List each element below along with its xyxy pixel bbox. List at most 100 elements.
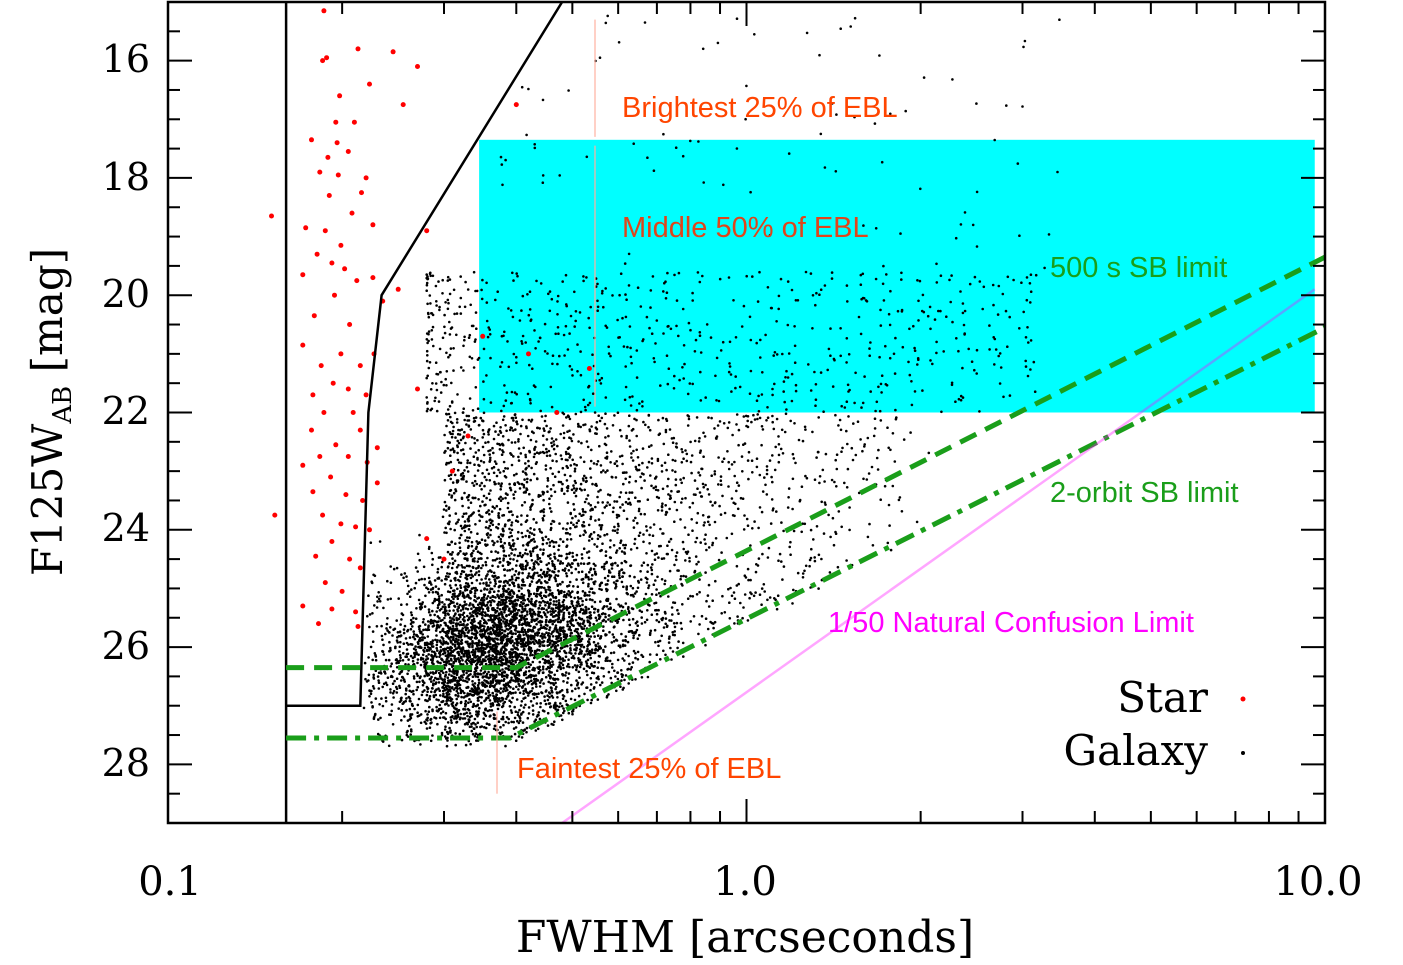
galaxy-point [498, 608, 502, 611]
galaxy-point [586, 647, 589, 651]
galaxy-point [597, 518, 601, 521]
galaxy-point [713, 472, 717, 476]
galaxy-point [533, 452, 537, 456]
galaxy-point [473, 717, 477, 721]
galaxy-point [761, 428, 765, 431]
galaxy-point [544, 604, 547, 607]
galaxy-point [497, 468, 500, 472]
galaxy-point [529, 575, 532, 579]
galaxy-point [465, 603, 468, 606]
galaxy-point [386, 579, 389, 583]
galaxy-point [445, 531, 448, 535]
galaxy-point [468, 461, 472, 465]
galaxy-point [392, 670, 395, 673]
galaxy-point [487, 676, 491, 680]
galaxy-point [466, 614, 469, 618]
galaxy-point [489, 615, 493, 619]
middle-ebl-band [479, 139, 1315, 413]
galaxy-point [688, 556, 691, 560]
galaxy-point [531, 713, 535, 716]
galaxy-point [482, 453, 486, 457]
galaxy-point [451, 589, 455, 593]
galaxy-point [427, 591, 431, 594]
galaxy-point [560, 554, 563, 558]
galaxy-point [713, 620, 717, 624]
galaxy-point [521, 686, 524, 689]
galaxy-point [449, 579, 453, 583]
galaxy-point [569, 474, 572, 478]
galaxy-point [466, 461, 469, 465]
galaxy-point [515, 640, 519, 644]
galaxy-point [649, 526, 652, 529]
galaxy-point [433, 579, 437, 582]
galaxy-point [423, 650, 426, 653]
galaxy-point [573, 467, 577, 471]
galaxy-point [682, 574, 685, 578]
galaxy-point [470, 607, 473, 610]
galaxy-point [446, 649, 450, 653]
galaxy-point [775, 510, 778, 513]
galaxy-point [400, 670, 403, 674]
galaxy-point [461, 607, 465, 611]
galaxy-point [497, 589, 500, 593]
galaxy-point [415, 688, 419, 692]
galaxy-point [427, 710, 431, 713]
galaxy-point [386, 676, 390, 679]
galaxy-point [405, 708, 408, 712]
galaxy-point [542, 607, 546, 610]
galaxy-point [450, 646, 454, 650]
galaxy-point [493, 622, 496, 625]
galaxy-point [497, 679, 501, 682]
galaxy-point [588, 624, 591, 627]
galaxy-point [581, 622, 585, 625]
galaxy-point [575, 487, 579, 491]
galaxy-point [510, 658, 514, 662]
galaxy-point [514, 604, 517, 607]
galaxy-point [664, 653, 667, 657]
galaxy-point [382, 643, 385, 647]
galaxy-point [760, 425, 764, 428]
galaxy-point [683, 526, 687, 529]
galaxy-point [460, 472, 463, 476]
galaxy-point [526, 514, 529, 517]
galaxy-point [454, 669, 457, 673]
galaxy-point [416, 641, 420, 644]
galaxy-point [502, 460, 506, 464]
galaxy-point [644, 592, 648, 596]
galaxy-point [546, 644, 549, 647]
galaxy-point [429, 722, 432, 725]
galaxy-point [483, 625, 486, 628]
galaxy-point [647, 584, 651, 587]
galaxy-point [489, 705, 493, 708]
galaxy-point [702, 455, 705, 459]
galaxy-point [638, 531, 642, 535]
galaxy-point [485, 597, 489, 600]
galaxy-point [564, 671, 568, 674]
galaxy-point [564, 567, 567, 570]
galaxy-point [548, 454, 552, 457]
galaxy-point [575, 643, 579, 646]
galaxy-point [487, 609, 490, 612]
galaxy-point [443, 582, 447, 586]
galaxy-point [834, 413, 837, 417]
galaxy-point [827, 513, 830, 517]
galaxy-point [522, 689, 525, 693]
galaxy-point [540, 691, 544, 695]
galaxy-point [436, 571, 440, 574]
galaxy-point [431, 657, 435, 660]
galaxy-point [454, 743, 458, 747]
galaxy-point [476, 703, 480, 707]
galaxy-point [458, 603, 462, 607]
galaxy-point [479, 624, 483, 627]
galaxy-point [693, 439, 697, 443]
galaxy-point [499, 499, 503, 503]
galaxy-point [403, 572, 407, 575]
galaxy-point [514, 578, 518, 582]
galaxy-point [500, 671, 504, 675]
galaxy-point [482, 647, 486, 650]
galaxy-point [670, 548, 674, 552]
galaxy-point [542, 635, 545, 638]
galaxy-point [589, 701, 593, 705]
galaxy-point [483, 631, 487, 634]
galaxy-point [424, 623, 427, 626]
